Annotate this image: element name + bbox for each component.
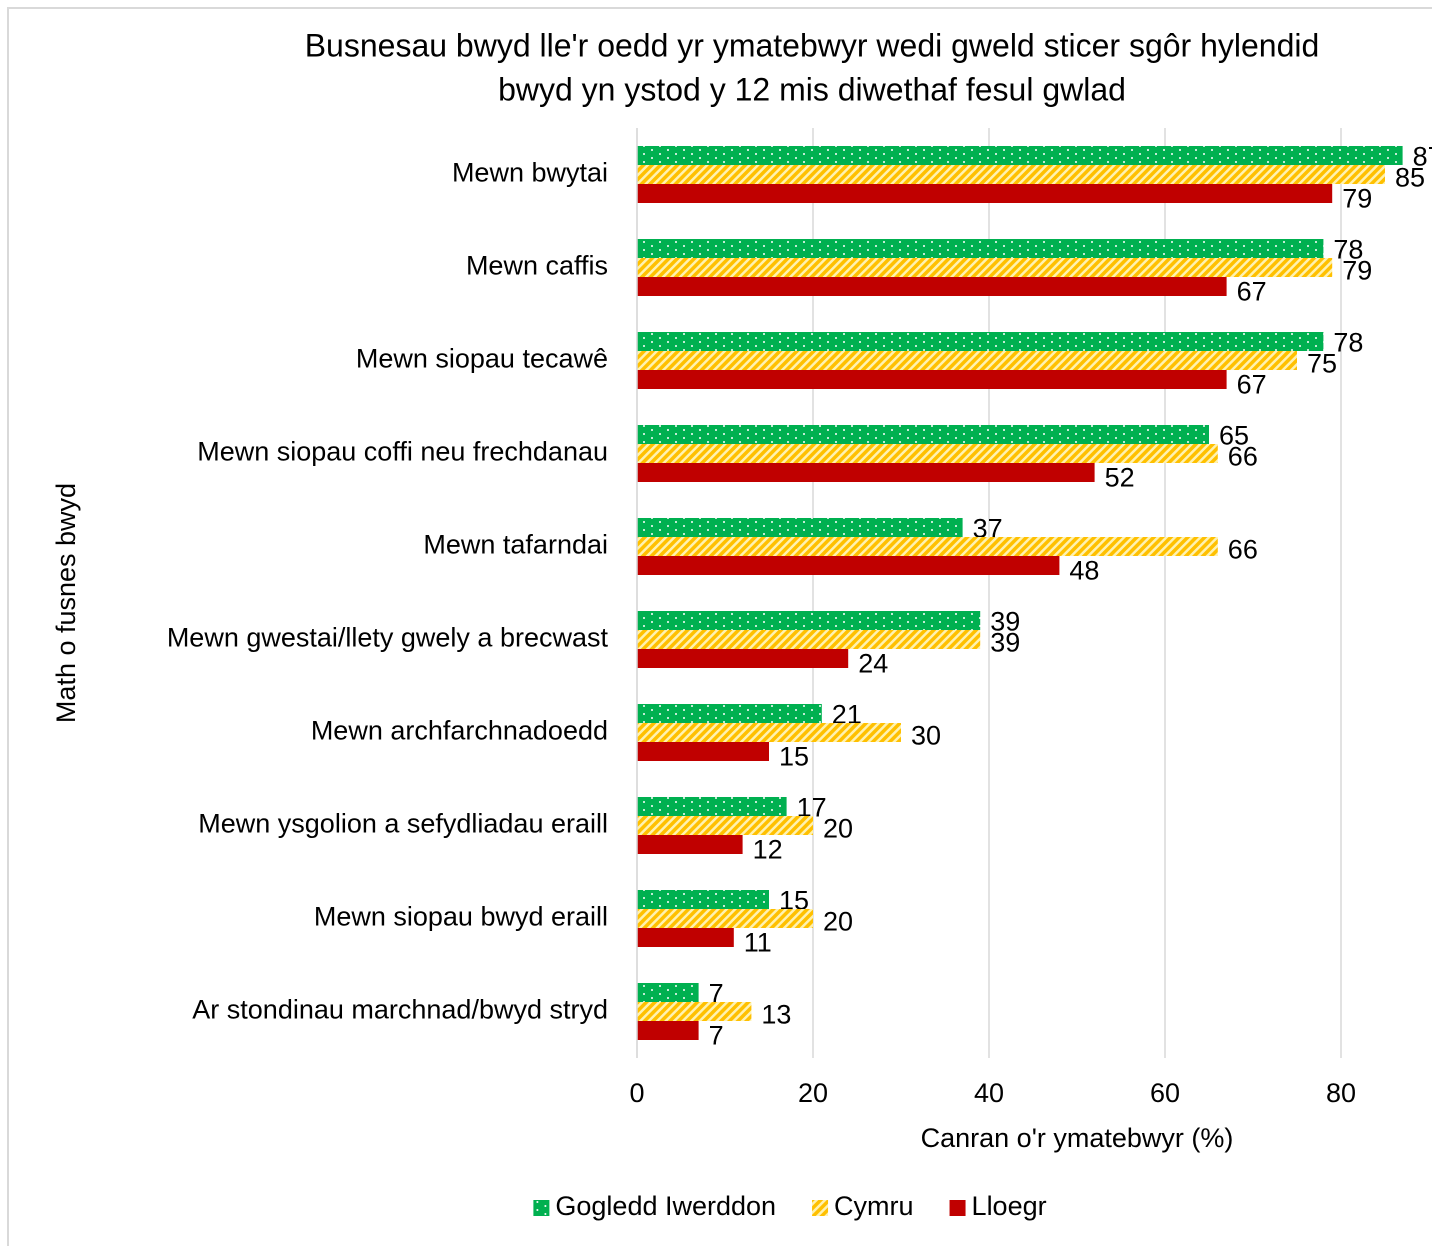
value-label: 30 <box>911 721 941 751</box>
bar <box>637 332 1324 351</box>
value-label: 52 <box>1105 463 1135 493</box>
x-tick-label: 60 <box>1150 1078 1180 1108</box>
bar <box>637 723 901 742</box>
bar <box>637 537 1218 556</box>
value-label: 67 <box>1237 370 1267 400</box>
y-tick-label: Mewn siopau bwyd eraill <box>314 902 608 932</box>
bar <box>637 518 963 537</box>
bar <box>637 835 743 854</box>
y-tick-label: Mewn siopau tecawê <box>356 344 608 374</box>
bar <box>637 165 1385 184</box>
y-tick-label: Mewn siopau coffi neu frechdanau <box>197 437 608 467</box>
value-label: 66 <box>1228 442 1258 472</box>
value-label: 15 <box>779 742 809 772</box>
bar <box>637 797 787 816</box>
legend-label: Gogledd Iwerddon <box>555 1191 776 1221</box>
legend-swatch <box>533 1200 550 1216</box>
bar <box>637 983 699 1002</box>
bar <box>637 890 769 909</box>
y-tick-label: Mewn ysgolion a sefydliadau eraill <box>198 809 608 839</box>
legend-swatch <box>949 1200 966 1216</box>
value-label: 78 <box>1333 328 1363 358</box>
chart-border <box>7 7 1432 1246</box>
value-label: 7 <box>709 979 724 1009</box>
value-label: 39 <box>990 607 1020 637</box>
value-label: 78 <box>1333 235 1363 265</box>
value-label: 13 <box>761 1000 791 1030</box>
y-tick-label: Mewn bwytai <box>452 158 608 188</box>
value-label: 67 <box>1237 277 1267 307</box>
value-label: 87 <box>1413 142 1432 172</box>
value-label: 75 <box>1307 349 1337 379</box>
legend-label: Cymru <box>834 1191 914 1221</box>
bar <box>637 742 769 761</box>
bar <box>637 370 1227 389</box>
bar <box>637 146 1403 165</box>
chart-title: Busnesau bwyd lle'r oedd yr ymatebwyr we… <box>305 27 1320 63</box>
x-tick-label: 80 <box>1326 1078 1356 1108</box>
y-axis-title: Math o fusnes bwyd <box>51 483 81 723</box>
bar <box>637 444 1218 463</box>
x-tick-label: 20 <box>798 1078 828 1108</box>
bar <box>637 556 1060 575</box>
bar <box>637 277 1227 296</box>
bar <box>637 909 813 928</box>
bar <box>637 239 1324 258</box>
bar <box>637 463 1095 482</box>
y-tick-label: Mewn caffis <box>466 251 608 281</box>
value-label: 79 <box>1342 184 1372 214</box>
bar <box>637 258 1333 277</box>
value-label: 7 <box>709 1021 724 1051</box>
value-label: 85 <box>1395 163 1425 193</box>
bar <box>637 704 822 723</box>
x-tick-label: 0 <box>629 1078 644 1108</box>
bar <box>637 184 1333 203</box>
bar <box>637 649 849 668</box>
bar <box>637 630 981 649</box>
y-tick-label: Ar stondinau marchnad/bwyd stryd <box>192 995 608 1025</box>
x-tick-label: 40 <box>974 1078 1004 1108</box>
y-tick-label: Mewn gwestai/llety gwely a brecwast <box>167 623 609 653</box>
bar <box>637 928 734 947</box>
bar <box>637 816 813 835</box>
y-tick-label: Mewn archfarchnadoedd <box>311 716 608 746</box>
value-label: 11 <box>744 928 772 958</box>
value-label: 20 <box>823 907 853 937</box>
value-label: 65 <box>1219 421 1249 451</box>
value-label: 12 <box>753 835 783 865</box>
x-axis-title: Canran o'r ymatebwyr (%) <box>921 1123 1234 1153</box>
legend-label: Lloegr <box>972 1191 1047 1221</box>
value-label: 48 <box>1069 556 1099 586</box>
bar <box>637 1021 699 1040</box>
bar <box>637 1002 752 1021</box>
value-label: 79 <box>1342 256 1372 286</box>
y-tick-label: Mewn tafarndai <box>423 530 608 560</box>
legend-swatch <box>812 1200 829 1216</box>
bar <box>637 351 1297 370</box>
legend: Gogledd Iwerddon Cymru Lloegr <box>533 1191 1047 1221</box>
value-label: 66 <box>1228 535 1258 565</box>
value-label: 24 <box>858 649 888 679</box>
bar <box>637 611 981 630</box>
bar <box>637 425 1209 444</box>
value-label: 20 <box>823 814 853 844</box>
value-label: 39 <box>990 628 1020 658</box>
chart-title: bwyd yn ystod y 12 mis diwethaf fesul gw… <box>498 71 1126 107</box>
